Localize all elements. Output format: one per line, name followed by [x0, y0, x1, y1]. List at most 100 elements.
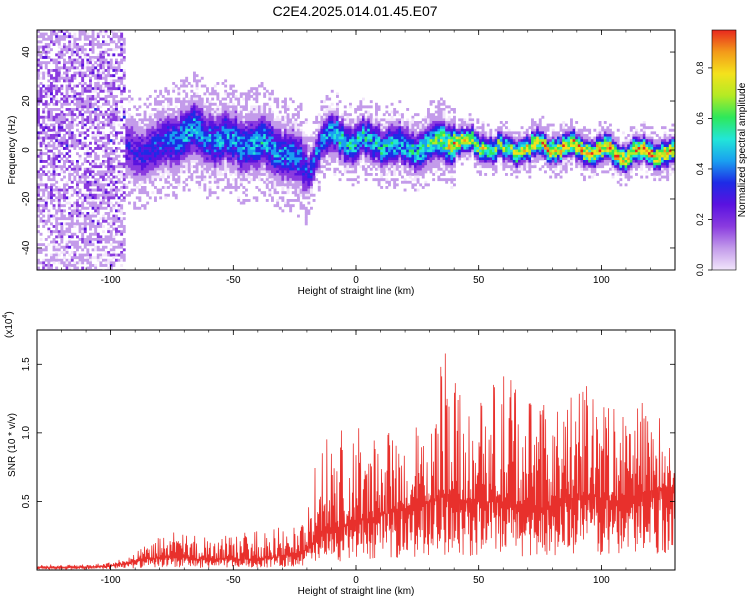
heatmap-cell: [367, 121, 371, 124]
heatmap-cell: [159, 131, 163, 135]
heatmap-cell: [47, 258, 51, 262]
heatmap-cell: [294, 144, 298, 148]
heatmap-cell: [172, 149, 176, 153]
heatmap-cell: [239, 131, 243, 135]
heatmap-cell: [260, 154, 264, 158]
heatmap-cell: [203, 121, 207, 124]
heatmap-cell: [385, 152, 389, 156]
heatmap-cell: [258, 118, 261, 122]
heatmap-cell: [195, 167, 199, 171]
heatmap-cell: [37, 69, 40, 72]
heatmap-cell: [250, 95, 254, 98]
heatmap-cell: [50, 266, 53, 270]
heatmap-cell: [234, 136, 238, 140]
heatmap-cell: [265, 115, 269, 119]
heatmap-cell: [229, 152, 233, 156]
heatmap-cell: [63, 251, 66, 254]
heatmap-cell: [47, 141, 51, 145]
heatmap-cell: [213, 131, 217, 135]
heatmap-cell: [107, 61, 111, 65]
heatmap-cell: [193, 118, 196, 122]
heatmap-cell: [372, 121, 376, 124]
heatmap-cell: [224, 115, 228, 119]
heatmap-cell: [154, 152, 157, 156]
heatmap-cell: [50, 30, 53, 33]
heatmap-cell: [107, 102, 111, 106]
heatmap-cell: [388, 167, 391, 171]
heatmap-cell: [367, 165, 371, 169]
heatmap-cell: [76, 248, 79, 252]
heatmap-cell: [198, 149, 202, 153]
heatmap-cell: [83, 258, 87, 262]
heatmap-cell: [273, 152, 277, 156]
heatmap-cell: [107, 157, 111, 161]
heatmap-cell: [250, 108, 254, 111]
heatmap-cell: [91, 248, 95, 252]
heatmap-cell: [81, 199, 85, 202]
heatmap-cell: [86, 193, 90, 197]
heatmap-cell: [354, 170, 358, 174]
heatmap-cell: [115, 102, 118, 106]
heatmap-cell: [99, 136, 103, 140]
heatmap-cell: [234, 167, 238, 171]
heatmap-cell: [102, 113, 105, 117]
heatmap-cell: [117, 37, 121, 41]
heatmap-cell: [96, 113, 100, 117]
heatmap-cell: [182, 102, 186, 106]
heatmap-cell: [198, 121, 202, 124]
heatmap-cell: [359, 118, 363, 122]
heatmap-cell: [73, 178, 77, 182]
heatmap-cell: [143, 123, 147, 127]
heatmap-cell: [356, 118, 360, 122]
heatmap-cell: [299, 183, 303, 187]
heatmap-cell: [70, 74, 74, 78]
heatmap-cell: [94, 225, 98, 228]
heatmap-cell: [159, 160, 163, 163]
heatmap-cell: [286, 123, 290, 127]
heatmap-cell: [117, 141, 121, 145]
heatmap-cell: [91, 175, 95, 179]
heatmap-cell: [107, 147, 111, 150]
heatmap-cell: [312, 162, 316, 166]
heatmap-cell: [380, 141, 384, 145]
heatmap-cell: [70, 162, 74, 166]
heatmap-cell: [102, 134, 105, 137]
heatmap-cell: [219, 102, 222, 106]
heatmap-cell: [96, 76, 100, 80]
heatmap-cell: [260, 173, 264, 176]
heatmap-cell: [169, 165, 173, 169]
heatmap-cell: [52, 204, 56, 208]
heatmap-cell: [372, 136, 376, 140]
heatmap-cell: [312, 131, 316, 135]
heatmap-cell: [273, 162, 277, 166]
heatmap-cell: [268, 160, 272, 163]
heatmap-cell: [57, 141, 61, 145]
heatmap-cell: [219, 141, 222, 145]
heatmap-cell: [208, 162, 212, 166]
heatmap-cell: [89, 58, 92, 62]
heatmap-cell: [112, 79, 116, 83]
heatmap-cell: [315, 134, 319, 137]
heatmap-cell: [388, 113, 391, 117]
heatmap-cell: [99, 253, 103, 257]
heatmap-cell: [263, 157, 267, 161]
heatmap-cell: [107, 212, 111, 215]
heatmap-cell: [198, 105, 202, 109]
heatmap-cell: [78, 204, 82, 208]
heatmap-cell: [232, 154, 235, 158]
heatmap-cell: [291, 180, 295, 184]
heatmap-cell: [330, 157, 334, 161]
heatmap-cell: [146, 191, 150, 195]
heatmap-cell: [255, 126, 259, 130]
heatmap-cell: [258, 139, 261, 143]
heatmap-cell: [68, 214, 72, 218]
heatmap-cell: [42, 84, 46, 88]
heatmap-cell: [174, 121, 178, 124]
heatmap-cell: [343, 126, 347, 130]
heatmap-cell: [57, 69, 61, 72]
heatmap-cell: [57, 115, 61, 119]
heatmap-cell: [167, 121, 170, 124]
heatmap-cell: [351, 121, 355, 124]
heatmap-cell: [135, 141, 139, 145]
heatmap-cell: [76, 266, 79, 270]
